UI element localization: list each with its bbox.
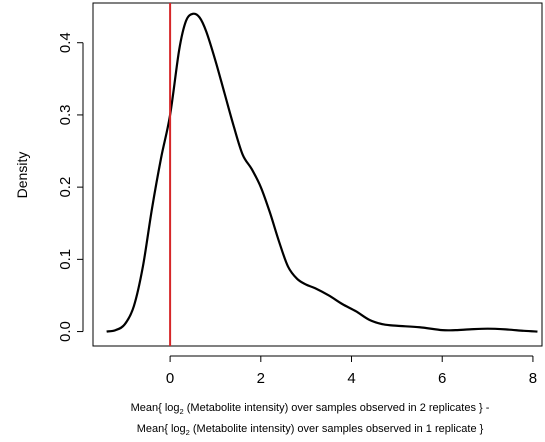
x-axis-title-line2-pre: Mean{ log bbox=[137, 423, 186, 435]
density-curve-0 bbox=[106, 12, 538, 333]
x-tick-label-6: 6 bbox=[438, 370, 446, 387]
x-axis: 0 2 4 6 8 bbox=[166, 355, 537, 387]
x-tick-label-4: 4 bbox=[347, 370, 355, 387]
x-axis-title-line2-post: (Metabolite intensity) over samples obse… bbox=[190, 423, 484, 435]
x-axis-title-line1-pre: Mean{ log bbox=[131, 402, 180, 414]
x-tick-label-0: 0 bbox=[166, 370, 174, 387]
y-tick-label-1: 0.1 bbox=[57, 249, 74, 270]
plot-box bbox=[92, 2, 543, 347]
y-tick-label-3: 0.3 bbox=[57, 104, 74, 125]
x-axis-title-line2: Mean{ log2 (Metabolite intensity) over s… bbox=[137, 423, 484, 437]
y-tick-label-4: 0.4 bbox=[57, 32, 74, 53]
x-axis-title-line2-sub: 2 bbox=[186, 428, 190, 437]
x-axis-title-line1-post: (Metabolite intensity) over samples obse… bbox=[184, 402, 490, 414]
x-tick-label-8: 8 bbox=[529, 370, 537, 387]
x-axis-title-line1: Mean{ log2 (Metabolite intensity) over s… bbox=[131, 402, 490, 416]
x-axis-title-line1-sub: 2 bbox=[180, 407, 184, 416]
y-tick-label-2: 0.2 bbox=[57, 177, 74, 198]
y-axis: 0.0 0.1 0.2 0.3 0.4 bbox=[57, 32, 84, 342]
y-axis-title: Density bbox=[14, 152, 30, 199]
x-tick-label-2: 2 bbox=[257, 370, 265, 387]
y-tick-label-0: 0.0 bbox=[57, 321, 74, 342]
